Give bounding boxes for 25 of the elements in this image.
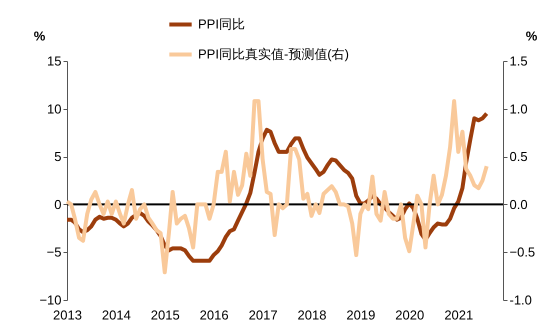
legend-label: PPI同比 bbox=[198, 16, 245, 32]
x-tick-label: 2018 bbox=[298, 308, 326, 322]
y-tick-label: 0 bbox=[54, 196, 62, 212]
y-tick-label: 5 bbox=[54, 149, 62, 164]
y-tick-label: 10 bbox=[47, 101, 62, 116]
y2-tick-label: -1.0 bbox=[510, 292, 532, 308]
y2-tick-label: −0.5 bbox=[510, 244, 536, 260]
y-tick-label: 15 bbox=[47, 54, 62, 68]
x-tick-label: 2016 bbox=[200, 308, 229, 322]
y-tick-label: −5 bbox=[46, 244, 62, 260]
x-tick-label: 2019 bbox=[346, 308, 376, 322]
y2-tick-label: 1.0 bbox=[510, 101, 528, 116]
x-tick-label: 2015 bbox=[150, 308, 180, 322]
y-tick-label: −10 bbox=[39, 292, 62, 308]
y2-tick-label: 0.5 bbox=[510, 149, 528, 164]
y2-tick-label: 0.0 bbox=[510, 196, 528, 212]
x-tick-label: 2020 bbox=[395, 308, 424, 322]
x-tick-label: 2021 bbox=[444, 308, 474, 322]
legend-label: PPI同比真实值-预测值(右) bbox=[198, 46, 349, 62]
y2-axis-title: % bbox=[526, 28, 538, 44]
x-tick-label: 2014 bbox=[102, 308, 131, 322]
x-tick-label: 2013 bbox=[53, 308, 82, 322]
y-axis-title: % bbox=[34, 28, 46, 44]
y2-tick-label: 1.5 bbox=[510, 54, 528, 68]
x-tick-label: 2017 bbox=[248, 308, 278, 322]
